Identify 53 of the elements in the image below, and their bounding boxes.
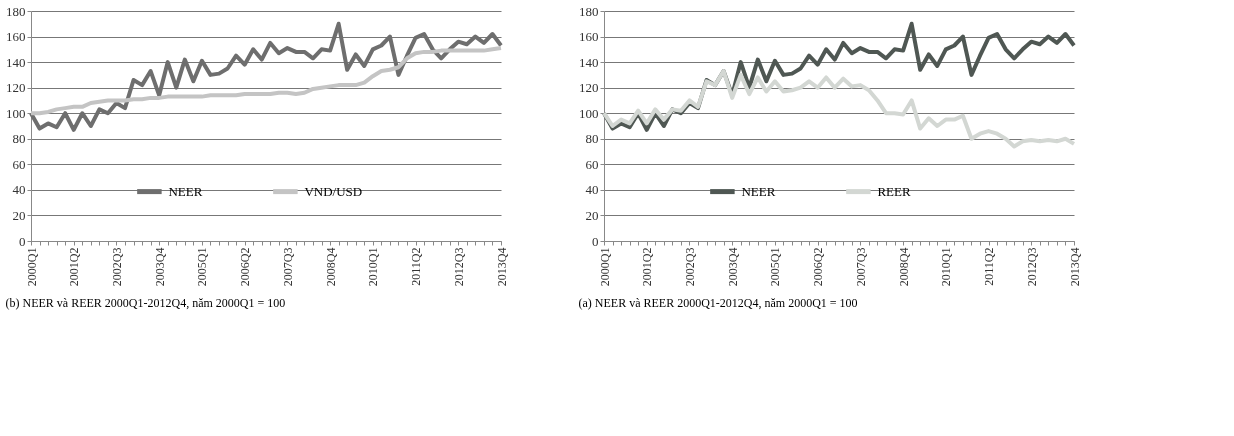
legend-label: NEER — [741, 183, 776, 199]
y-tick-label: 100 — [6, 105, 26, 121]
x-tick-label: 2011Q2 — [409, 247, 424, 286]
text: (b) NEER và REER 2000Q1-2012Q4, năm 2000Q1 = 100 — [5, 295, 286, 310]
y-tick-label: 60 — [12, 156, 26, 172]
legend-label: VND/USD — [304, 183, 363, 199]
y-tick-label: 80 — [12, 131, 26, 147]
x-tick-label: 2012Q3 — [451, 247, 466, 287]
y-tick-label: 60 — [585, 156, 599, 172]
x-tick-label: 2003Q4 — [725, 247, 740, 287]
y-tick-label: 180 — [6, 3, 26, 19]
text: (a) NEER và REER 2000Q1-2012Q4, năm 2000Q1 = 100 — [578, 295, 858, 310]
x-tick-label: 2006Q2 — [238, 247, 253, 287]
x-tick-label: 2006Q2 — [811, 247, 826, 287]
y-tick-label: 120 — [579, 80, 599, 96]
y-tick-label: 40 — [585, 182, 599, 198]
x-tick-label: 2007Q3 — [280, 247, 295, 287]
y-tick-label: 20 — [12, 207, 26, 223]
y-tick-label: 80 — [585, 131, 599, 147]
y-tick-label: 0 — [19, 233, 26, 249]
x-tick-label: 2013Q4 — [494, 247, 509, 287]
y-tick-label: 100 — [579, 105, 599, 121]
legend-label: NEER — [168, 183, 203, 199]
x-tick-label: 2010Q1 — [939, 247, 954, 287]
line-series — [602, 69, 1076, 149]
y-tick-label: 0 — [592, 233, 599, 249]
legend-label: REER — [877, 183, 911, 199]
x-tick-label: 2011Q2 — [982, 247, 997, 286]
x-tick-label: 2008Q4 — [323, 247, 338, 287]
x-tick-label: 2007Q3 — [853, 247, 868, 287]
x-tick-label: 2010Q1 — [366, 247, 381, 287]
y-tick-label: 40 — [12, 182, 26, 198]
x-tick-label: 2005Q1 — [195, 247, 210, 287]
y-tick-label: 120 — [6, 80, 26, 96]
y-tick-label: 140 — [6, 54, 26, 70]
x-tick-label: 2002Q3 — [682, 247, 697, 287]
x-tick-label: 2001Q2 — [67, 247, 82, 287]
y-tick-label: 180 — [579, 3, 599, 19]
x-tick-label: 2003Q4 — [152, 247, 167, 287]
x-tick-label: 2005Q1 — [768, 247, 783, 287]
x-tick-label: 2000Q1 — [24, 247, 39, 287]
y-tick-label: 160 — [579, 29, 599, 45]
y-tick-label: 20 — [585, 207, 599, 223]
x-tick-label: 2002Q3 — [109, 247, 124, 287]
line-series — [29, 21, 503, 132]
x-tick-label: 2001Q2 — [640, 247, 655, 287]
x-tick-label: 2008Q4 — [896, 247, 911, 287]
y-tick-label: 140 — [579, 54, 599, 70]
line-series — [29, 46, 503, 116]
x-tick-label: 2013Q4 — [1067, 247, 1082, 287]
x-tick-label: 2012Q3 — [1024, 247, 1039, 287]
x-tick-label: 2000Q1 — [597, 247, 612, 287]
y-tick-label: 160 — [6, 29, 26, 45]
